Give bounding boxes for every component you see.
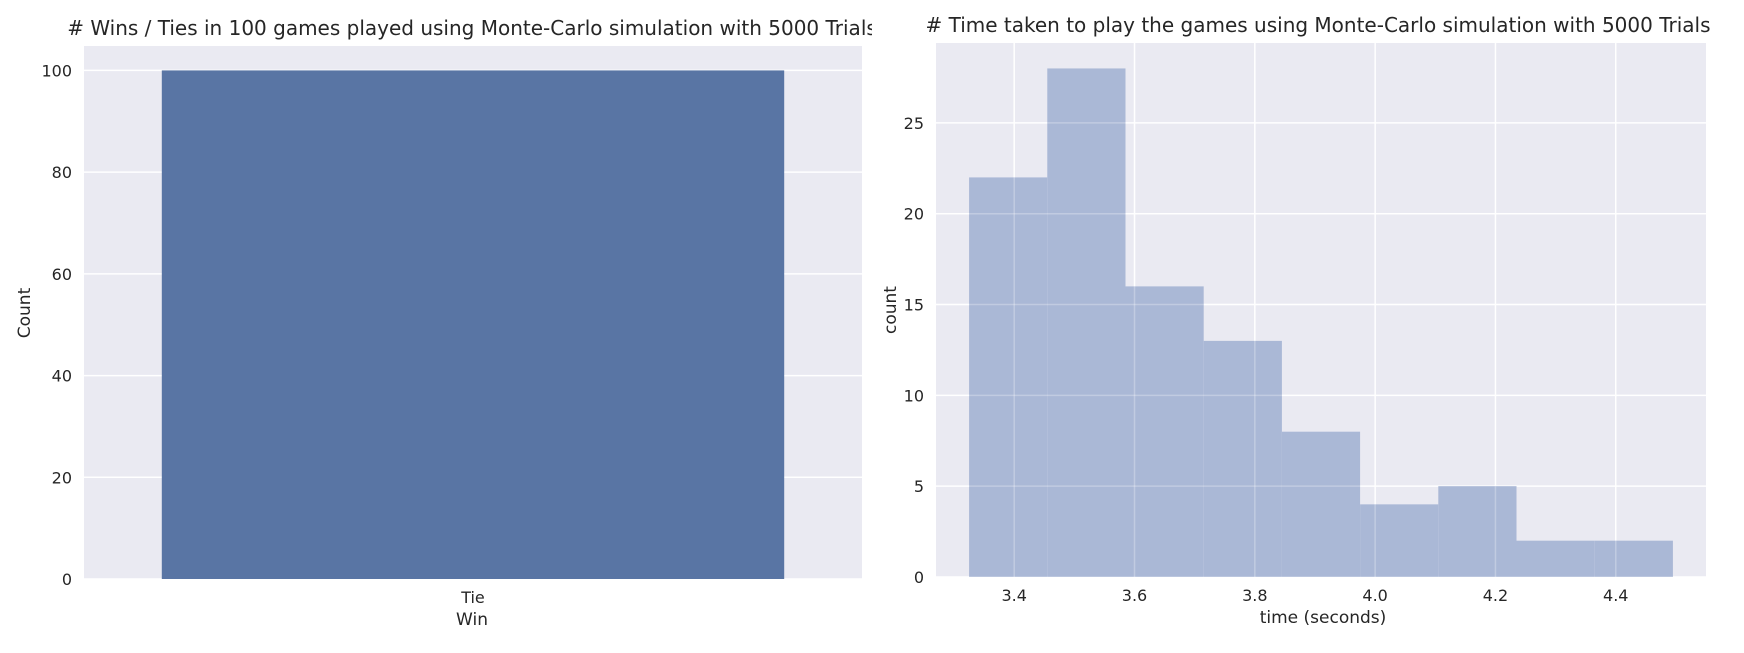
- y-tick-label: 0: [914, 568, 924, 587]
- chart-title: # Time taken to play the games using Mon…: [925, 13, 1710, 37]
- x-tick-label: 4.0: [1362, 586, 1387, 605]
- y-tick-label: 5: [914, 477, 924, 496]
- y-tick-label: 0: [62, 570, 72, 589]
- y-tick-label: 40: [52, 367, 72, 386]
- bar: [161, 70, 785, 579]
- x-tick-labels: 3.4 3.6 3.8 4.0 4.2 4.4: [1001, 586, 1628, 605]
- histogram-bars: [969, 68, 1673, 578]
- histogram-bar: [1594, 540, 1673, 577]
- histogram-bar: [1203, 340, 1282, 577]
- y-tick-label: 20: [52, 468, 72, 487]
- wins-ties-bar-chart: 0 20 40 60 80 100 Tie # Wins / Ties in 100 ga…: [15, 16, 872, 630]
- histogram-bar: [969, 177, 1048, 578]
- y-tick-labels: 0 5 10 15 20 25: [904, 114, 924, 587]
- y-tick-label: 15: [904, 296, 924, 315]
- x-tick-label: 4.4: [1603, 586, 1628, 605]
- x-tick-label: Tie: [460, 588, 485, 607]
- wins-ties-chart-panel: 0 20 40 60 80 100 Tie # Wins / Ties in 100 ga…: [15, 16, 872, 630]
- histogram-bar: [1125, 286, 1204, 577]
- y-tick-label: 60: [52, 265, 72, 284]
- y-tick-label: 25: [904, 114, 924, 133]
- x-tick-labels: Tie: [460, 588, 485, 607]
- y-tick-label: 10: [904, 386, 924, 405]
- y-axis-label: Count: [15, 287, 35, 338]
- x-tick-label: 3.4: [1001, 586, 1026, 605]
- histogram-bar: [1281, 431, 1361, 577]
- x-tick-label: 3.8: [1242, 586, 1267, 605]
- y-tick-label: 80: [52, 163, 72, 182]
- x-gridlines-overlay: [969, 122, 1673, 578]
- histogram-bar: [1438, 486, 1517, 577]
- time-histogram-panel: 0 5 10 15 20 25 3.4 3.6 3.8 4.0 4.2 4.4 # Time tak…: [872, 0, 1744, 653]
- histogram-bar: [1360, 504, 1439, 577]
- time-histogram-chart: 0 5 10 15 20 25 3.4 3.6 3.8 4.0 4.2 4.4 # Time tak…: [881, 13, 1711, 628]
- chart-title: # Wins / Ties in 100 games played using …: [67, 16, 872, 40]
- y-tick-labels: 0 20 40 60 80 100: [41, 61, 72, 589]
- histogram-bar: [1516, 540, 1595, 577]
- x-axis-label: time (seconds): [1260, 608, 1387, 628]
- y-tick-label: 100: [41, 61, 72, 80]
- x-axis-label: Win: [456, 610, 488, 630]
- bars: [161, 70, 785, 579]
- x-tick-label: 4.2: [1483, 586, 1508, 605]
- y-tick-label: 20: [904, 205, 924, 224]
- y-axis-label: count: [881, 286, 901, 334]
- x-tick-label: 3.6: [1122, 586, 1147, 605]
- histogram-bar: [1047, 68, 1126, 577]
